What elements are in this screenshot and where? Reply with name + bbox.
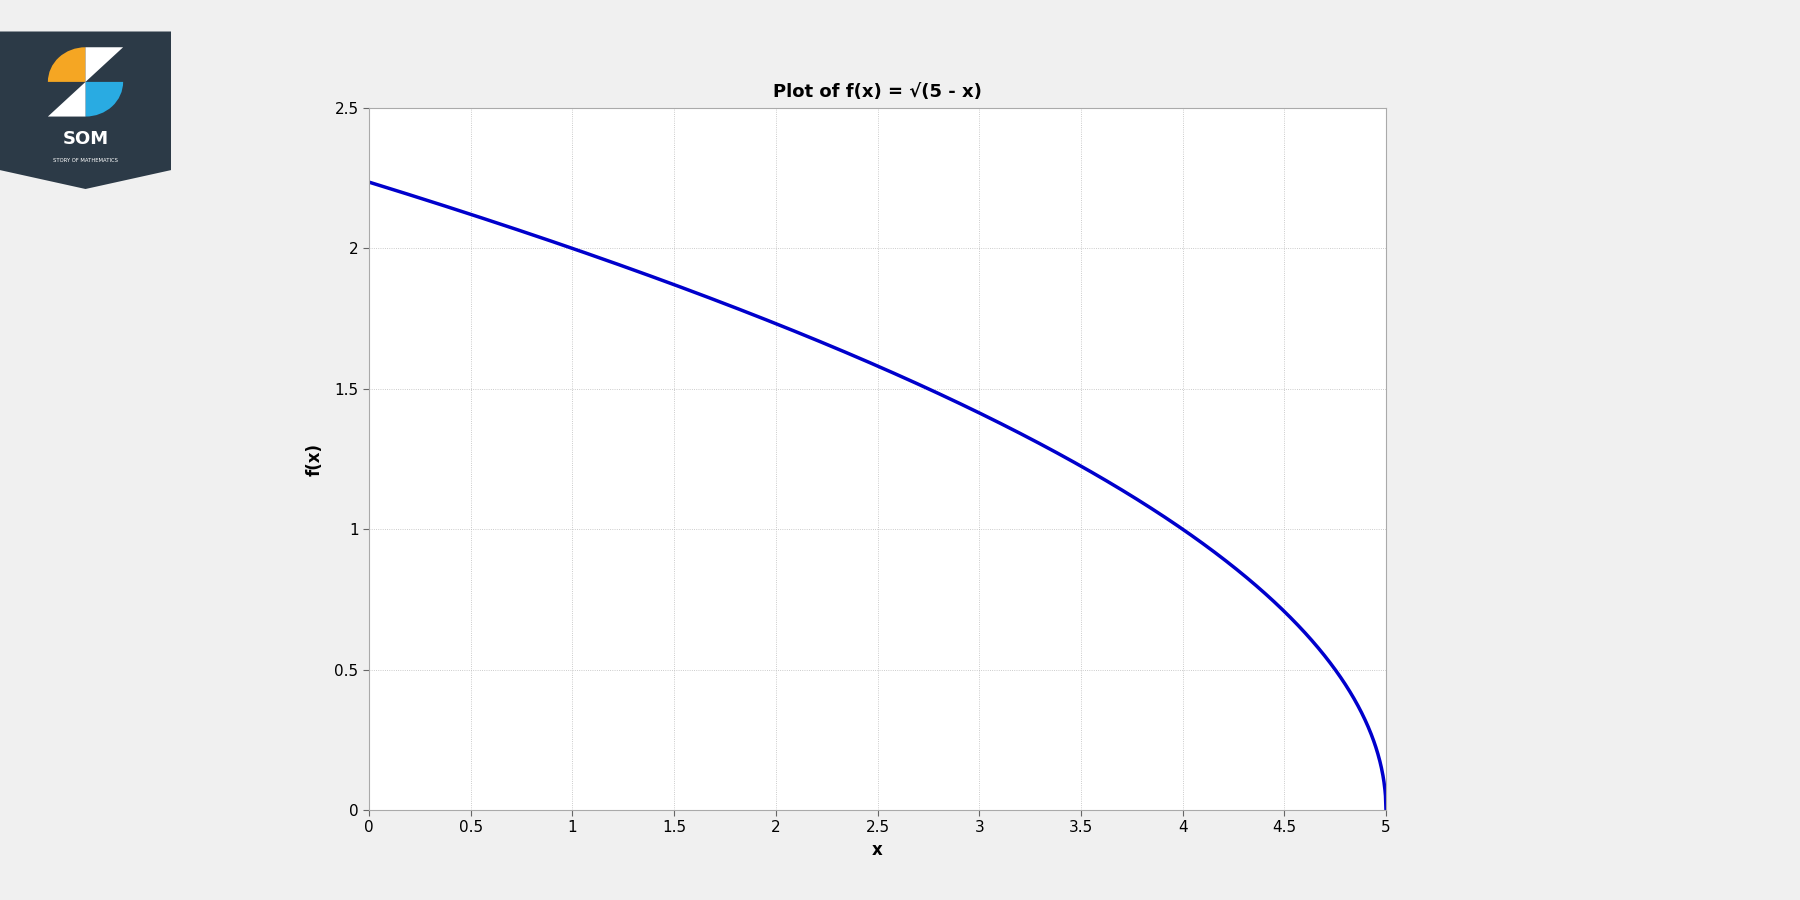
Text: STORY OF MATHEMATICS: STORY OF MATHEMATICS xyxy=(52,158,119,163)
Polygon shape xyxy=(86,47,122,82)
Polygon shape xyxy=(49,82,86,116)
Y-axis label: f(x): f(x) xyxy=(306,443,324,475)
Wedge shape xyxy=(49,47,86,82)
Text: SOM: SOM xyxy=(63,130,108,148)
Polygon shape xyxy=(0,32,171,189)
Wedge shape xyxy=(85,82,122,116)
Title: Plot of f(x) = √(5 - x): Plot of f(x) = √(5 - x) xyxy=(772,83,983,101)
X-axis label: x: x xyxy=(873,841,882,859)
